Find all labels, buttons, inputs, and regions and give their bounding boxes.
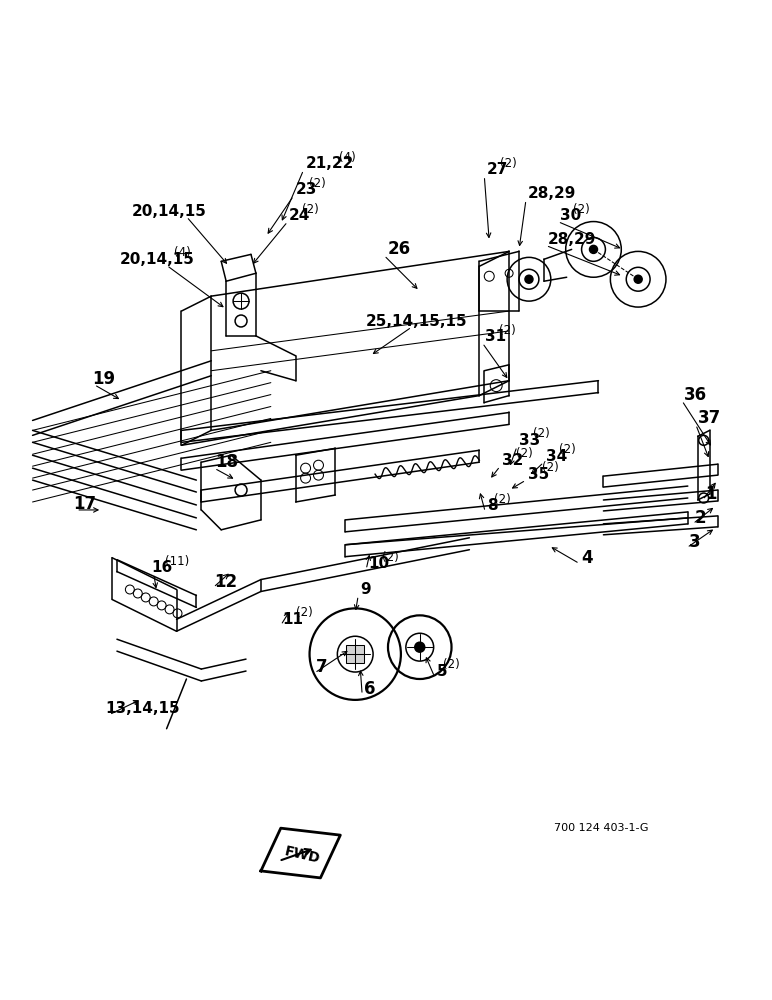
Text: 12: 12: [215, 573, 237, 591]
Text: 4: 4: [581, 549, 593, 567]
Text: (2): (2): [541, 461, 558, 474]
Text: 13,14,15: 13,14,15: [105, 701, 180, 716]
Bar: [347, 645, 364, 663]
Text: 10: 10: [368, 556, 389, 571]
Text: 1: 1: [705, 485, 716, 503]
Text: (2): (2): [499, 324, 516, 337]
Text: (2): (2): [533, 427, 550, 440]
Text: 35: 35: [528, 467, 549, 482]
Text: 11: 11: [283, 612, 303, 627]
Text: (2): (2): [296, 606, 313, 619]
Text: 17: 17: [73, 495, 96, 513]
Text: 700 124 403-1-G: 700 124 403-1-G: [554, 823, 648, 833]
Circle shape: [635, 275, 642, 283]
Circle shape: [525, 275, 533, 283]
Text: 28,29: 28,29: [548, 232, 596, 247]
Text: (2): (2): [499, 157, 516, 170]
Text: 8: 8: [487, 498, 498, 513]
Circle shape: [590, 245, 598, 253]
Text: 36: 36: [684, 386, 707, 404]
Text: 26: 26: [388, 240, 411, 258]
Text: (2): (2): [560, 443, 576, 456]
Text: 20,14,15: 20,14,15: [120, 252, 195, 267]
Circle shape: [415, 642, 425, 652]
Text: 21,22: 21,22: [306, 156, 354, 171]
Text: 24: 24: [289, 208, 310, 223]
Text: (4): (4): [174, 246, 191, 259]
Text: (2): (2): [303, 203, 319, 216]
Text: 19: 19: [92, 370, 115, 388]
Text: 27: 27: [486, 162, 508, 177]
Text: 9: 9: [361, 582, 371, 597]
Text: 16: 16: [152, 560, 173, 575]
Text: FWD: FWD: [283, 844, 322, 866]
Text: (2): (2): [381, 551, 398, 564]
Text: 33: 33: [519, 433, 540, 448]
Text: (2): (2): [516, 447, 533, 460]
Text: (11): (11): [165, 555, 189, 568]
Text: (2): (2): [443, 658, 460, 671]
Text: 3: 3: [689, 533, 700, 551]
Text: (2): (2): [310, 177, 326, 190]
Text: 32: 32: [502, 453, 523, 468]
Text: (2): (2): [494, 493, 511, 506]
Text: 28,29: 28,29: [528, 186, 577, 201]
Text: 34: 34: [546, 449, 567, 464]
Text: 31: 31: [486, 329, 506, 344]
Text: 20,14,15: 20,14,15: [132, 204, 207, 219]
Text: 7: 7: [316, 658, 327, 676]
Text: 2: 2: [695, 509, 706, 527]
Text: (4): (4): [340, 151, 356, 164]
Text: 18: 18: [215, 453, 239, 471]
Text: 23: 23: [296, 182, 317, 197]
Text: 5: 5: [437, 664, 447, 679]
Text: 37: 37: [698, 409, 721, 427]
Text: 25,14,15,15: 25,14,15,15: [366, 314, 468, 328]
Text: 30: 30: [560, 208, 581, 223]
Text: (2): (2): [574, 203, 590, 216]
Text: 6: 6: [364, 680, 376, 698]
